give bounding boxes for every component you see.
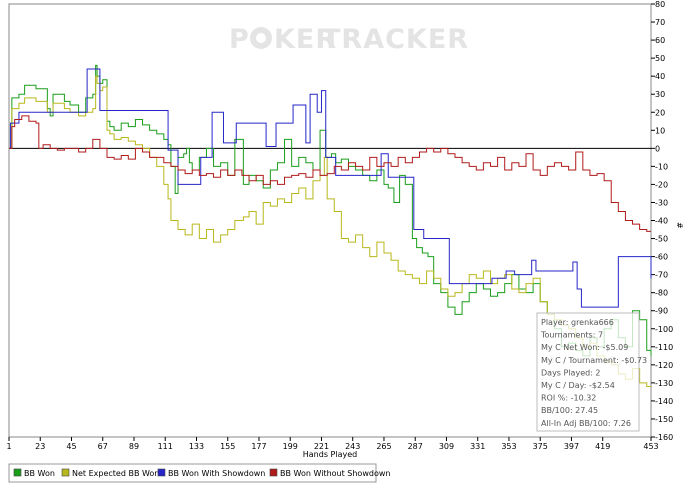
x-axis-label: Hands Played	[303, 450, 357, 459]
x-axis: 1 23 45 67 89 111 133 155 177 199 221 243 265 287 309 3…	[6, 437, 659, 451]
series-line-net-expected-bb-won	[9, 75, 651, 387]
legend-swatch	[61, 468, 70, 477]
x-tick-label: 111	[158, 442, 173, 451]
y-tick-label: -110	[655, 343, 673, 352]
x-tick-label: 67	[98, 442, 108, 451]
y-axis-label: #	[675, 222, 684, 229]
y-tick-label: 40	[655, 72, 665, 81]
legend-swatch	[13, 468, 22, 477]
y-tick-label: -140	[655, 397, 673, 406]
y-tick-label: 70	[655, 18, 665, 27]
y-tick-label: 10	[655, 126, 665, 135]
legend	[8, 463, 377, 483]
legend-items: BB Won Net Expected BB Won BB Won With Sho…	[13, 468, 390, 478]
y-tick-label: 0	[655, 144, 660, 153]
x-tick-label: 177	[251, 442, 266, 451]
y-tick-label: -50	[655, 235, 668, 244]
info-line: My C / Day: -$2.54	[541, 381, 615, 390]
x-tick-label: 221	[314, 442, 329, 451]
watermark-tracker: TRACKER	[322, 24, 469, 55]
legend-swatch	[157, 468, 166, 477]
x-tick-label: 133	[189, 442, 204, 451]
info-line: BB/100: 27.45	[541, 406, 598, 415]
y-tick-label: -10	[655, 162, 668, 171]
legend-swatch	[269, 468, 278, 477]
series-lines	[9, 64, 652, 387]
y-tick-label: -100	[655, 325, 673, 334]
info-line: All-In Adj BB/100: 7.26	[541, 419, 631, 428]
legend-label: BB Won Without Showdown	[280, 469, 390, 478]
info-line: Player: grenka666	[541, 318, 614, 327]
y-tick-label: -150	[655, 415, 673, 424]
y-tick-label: 50	[655, 54, 665, 63]
x-tick-label: 397	[564, 442, 579, 451]
y-tick-label: 60	[655, 36, 665, 45]
y-axis: 80 70 60 50 40 30 20 10 0 -10 -20 -30 -40 -50 -60 -70 -8…	[651, 0, 673, 442]
info-line: My C / Tournament: -$0.73	[541, 356, 647, 365]
legend-label: BB Won With Showdown	[168, 469, 265, 478]
y-tick-label: -90	[655, 307, 668, 316]
x-tick-label: 199	[283, 442, 298, 451]
x-tick-label: 375	[533, 442, 548, 451]
watermark-p: P	[229, 24, 250, 55]
y-tick-label: 20	[655, 108, 665, 117]
x-tick-label: 419	[595, 442, 610, 451]
x-tick-label: 45	[66, 442, 76, 451]
pokertracker-watermark: P KER TRACKER	[229, 24, 469, 55]
y-tick-label: -130	[655, 379, 673, 388]
y-tick-label: -30	[655, 198, 668, 207]
info-line: Tournaments: 7	[540, 331, 603, 340]
info-box-background	[536, 312, 640, 432]
y-tick-label: -40	[655, 217, 668, 226]
x-tick-label: 89	[129, 442, 139, 451]
y-tick-label: 30	[655, 90, 665, 99]
info-line: Days Played: 2	[541, 368, 601, 377]
x-tick-label: 155	[220, 442, 235, 451]
x-tick-label: 265	[376, 442, 391, 451]
y-tick-label: -80	[655, 289, 668, 298]
series-line-bb-won-with-showdown	[9, 68, 652, 308]
stats-info-box: Player: grenka666 Tournaments: 7 My C Net …	[536, 312, 647, 432]
y-tick-label: 80	[655, 0, 665, 9]
legend-label: BB Won	[24, 469, 55, 478]
watermark-chip-icon	[250, 27, 272, 49]
x-tick-label: 23	[35, 442, 45, 451]
x-tick-label: 353	[501, 442, 516, 451]
legend-label: Net Expected BB Won	[72, 469, 159, 478]
y-tick-label: -60	[655, 253, 668, 262]
y-tick-label: -70	[655, 271, 668, 280]
y-tick-label: -20	[655, 180, 668, 189]
info-line: My C Net Won: -$5.09	[541, 343, 628, 352]
y-tick-label: -160	[655, 433, 673, 442]
x-tick-label: 287	[408, 442, 423, 451]
x-tick-label: 1	[6, 442, 11, 451]
series-line-bb-won-without-showdown	[9, 115, 651, 232]
info-line: ROI %: -10.32	[541, 394, 596, 403]
x-tick-label: 243	[345, 442, 360, 451]
watermark-ker: KER	[274, 24, 337, 55]
y-tick-label: -120	[655, 361, 673, 370]
x-tick-label: 453	[643, 442, 658, 451]
x-tick-label: 309	[439, 442, 454, 451]
x-tick-label: 331	[470, 442, 485, 451]
